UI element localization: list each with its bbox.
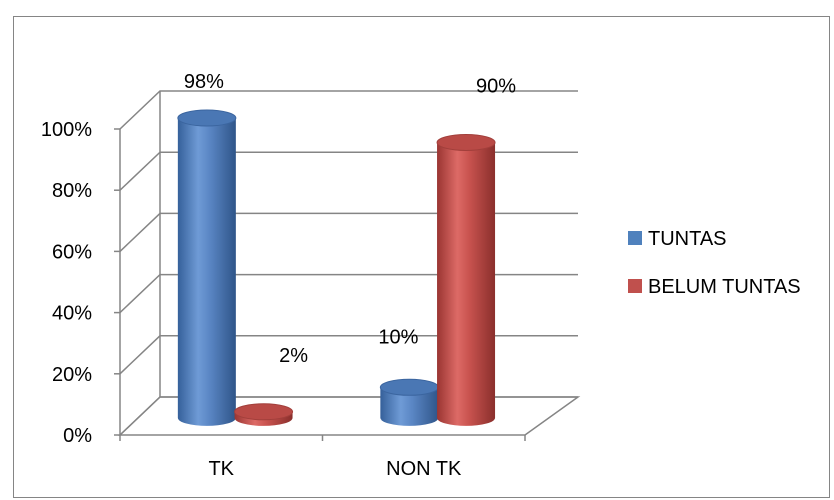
x-axis: TK NON TK <box>208 458 462 480</box>
y-tick-label: 40% <box>52 303 92 325</box>
bar-body <box>437 142 496 426</box>
gridline <box>119 90 578 130</box>
legend: TUNTAS BELUM TUNTAS <box>628 228 801 298</box>
bar-body <box>177 118 236 426</box>
bar-top <box>234 403 294 421</box>
y-tick-label: 0% <box>63 425 92 447</box>
data-labels: 98% 2% 10% 90% <box>184 71 516 367</box>
y-tick-label: 80% <box>52 180 92 202</box>
legend-swatch <box>628 231 642 245</box>
bar <box>234 403 294 426</box>
legend-item: TUNTAS <box>628 228 727 250</box>
data-label: 2% <box>279 345 308 367</box>
y-tick-label: 100% <box>41 119 92 141</box>
y-axis: 0% 20% 40% 60% 80% 100% <box>41 119 92 447</box>
legend-item: BELUM TUNTAS <box>628 276 801 298</box>
y-tick-label: 20% <box>52 364 92 386</box>
bar <box>177 109 237 426</box>
bar-body <box>380 387 439 426</box>
bars <box>177 109 496 426</box>
legend-label: TUNTAS <box>648 228 727 250</box>
legend-label: BELUM TUNTAS <box>648 276 801 298</box>
bar-top <box>177 109 237 127</box>
x-tick-label: NON TK <box>386 458 462 480</box>
bar-top <box>436 134 496 151</box>
bar <box>379 378 439 426</box>
x-tick-label: TK <box>208 458 234 480</box>
bar <box>436 134 496 426</box>
y-tick-label: 60% <box>52 241 92 263</box>
data-label: 98% <box>184 71 224 93</box>
data-label: 90% <box>476 76 516 98</box>
bar-top <box>379 378 439 396</box>
data-label: 10% <box>378 326 418 348</box>
legend-swatch <box>628 279 642 293</box>
